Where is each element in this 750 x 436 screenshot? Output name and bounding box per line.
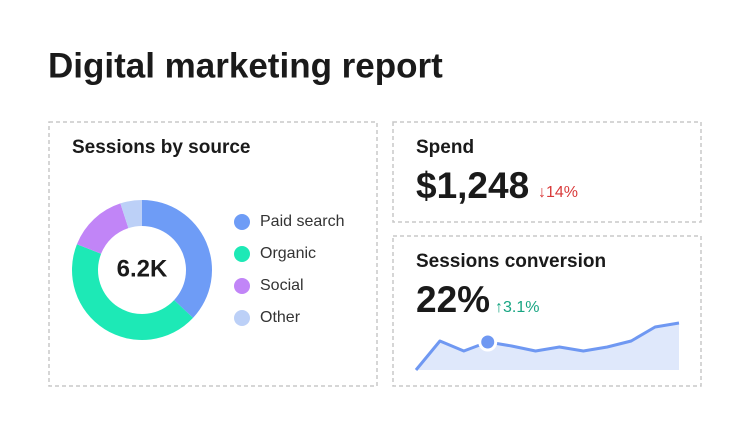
card-title: Sessions conversion (416, 251, 606, 272)
legend-label: Other (260, 309, 301, 326)
sparkline (414, 321, 680, 371)
spend-card (392, 121, 702, 223)
sessions-card (48, 121, 378, 387)
donut-segment (120, 200, 142, 229)
legend-swatch (234, 310, 250, 326)
conversion-card (392, 235, 702, 387)
legend-label: Social (260, 277, 304, 294)
donut-center-label: 6.2K (117, 255, 168, 282)
spend-change: ↓14% (538, 184, 578, 201)
spend-value: $1,248 (416, 165, 529, 206)
donut-segment (142, 200, 212, 318)
card-title: Spend (416, 137, 474, 158)
legend-label: Organic (260, 245, 316, 262)
legend-swatch (234, 214, 250, 230)
donut-segment (72, 244, 194, 340)
page-title: Digital marketing report (48, 46, 443, 85)
sparkline-marker (478, 332, 498, 352)
sparkline-area (416, 323, 679, 370)
conversion-value: 22% (416, 279, 490, 320)
legend-swatch (234, 278, 250, 294)
legend-swatch (234, 246, 250, 262)
donut-segment (76, 203, 129, 254)
legend-label: Paid search (260, 213, 345, 230)
conversion-change: ↑3.1% (495, 299, 539, 316)
card-title: Sessions by source (72, 137, 250, 158)
